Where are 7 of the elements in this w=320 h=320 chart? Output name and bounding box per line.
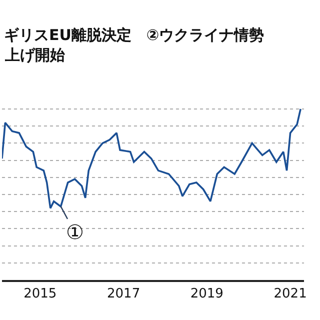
x-tick-label: 2021: [274, 286, 307, 302]
text: ギリスEU離脱決定 ②ウクライナ情勢: [4, 26, 264, 44]
annotation: ①: [66, 220, 84, 244]
x-tick-label: 2015: [24, 286, 57, 302]
x-tick-label: 2019: [190, 286, 224, 302]
x-tick-label: 2017: [107, 286, 140, 302]
text: 上げ開始: [4, 46, 66, 64]
